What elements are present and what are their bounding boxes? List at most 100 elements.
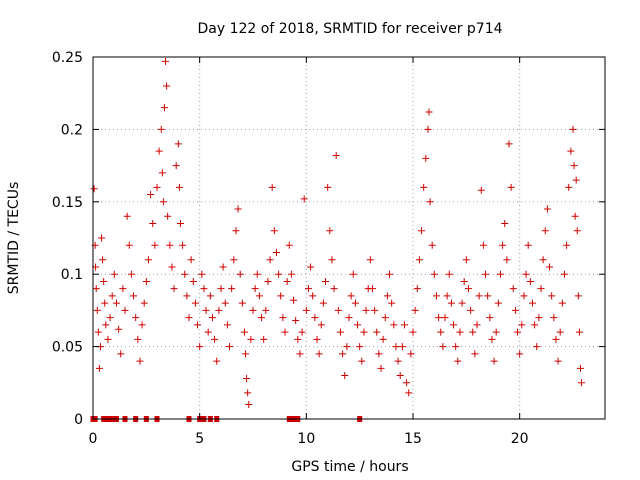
data-point [104,335,112,343]
data-point [560,270,568,278]
data-point [377,364,385,372]
data-point [539,256,547,264]
data-point [168,263,176,271]
data-point [208,314,216,322]
data-point [475,292,483,300]
data-point [435,314,443,322]
data-point [505,140,513,148]
data-point [477,186,485,194]
data-point [228,285,236,293]
data-point [574,292,582,300]
data-point [238,299,246,307]
data-point [381,314,389,322]
data-point [117,350,125,358]
data-point [162,57,170,65]
data-point [181,270,189,278]
data-point [255,292,263,300]
data-point [160,104,168,112]
data-point [334,306,342,314]
y-tick-label: 0.15 [52,195,83,211]
data-point [558,299,566,307]
data-point [400,321,408,329]
data-point [292,317,300,325]
data-point [445,270,453,278]
data-point [204,328,212,336]
data-point [262,306,270,314]
data-point [345,314,353,322]
chart-title: Day 122 of 2018, SRMTID for receiver p71… [197,21,502,37]
data-point [356,343,364,351]
data-point [447,299,455,307]
data-point [95,364,103,372]
data-point [548,292,556,300]
data-point [242,350,250,358]
axis-ticks: 0 0.05 0.1 0.15 0.2 0.25 0 5 10 15 20 [52,50,605,447]
data-point [300,195,308,203]
data-point [240,328,248,336]
x-tick-label: 5 [195,431,204,447]
data-point [375,350,383,358]
data-point [172,162,180,170]
data-point [90,185,98,193]
data-point [223,321,231,329]
x-tick-label: 0 [89,431,98,447]
data-point [360,328,368,336]
data-point [454,357,462,365]
data-point [275,270,283,278]
x-tick-label: 20 [511,431,529,447]
data-point [503,256,511,264]
data-points [90,57,586,409]
data-point [390,321,398,329]
data-point [462,256,470,264]
data-point [176,220,184,228]
data-point [294,335,302,343]
data-point [531,321,539,329]
data-point [243,374,251,382]
data-point [119,285,127,293]
data-point [315,350,323,358]
data-point [92,285,100,293]
data-point [202,306,210,314]
data-point [554,357,562,365]
data-point [215,306,223,314]
data-point [232,227,240,235]
data-point [541,227,549,235]
data-point [373,328,381,336]
y-axis-title: SRMTID / TECUs [6,182,22,295]
data-point [366,256,374,264]
data-point [354,321,362,329]
data-point [543,205,551,213]
data-point [486,314,494,322]
data-point [407,350,415,358]
data-point [439,343,447,351]
data-point [121,306,129,314]
data-point [155,147,163,155]
data-point [328,256,336,264]
data-point [236,270,244,278]
data-point [322,277,330,285]
data-point [153,183,161,191]
data-point [198,270,206,278]
data-point [260,335,268,343]
data-point [473,321,481,329]
data-point [450,321,458,329]
data-point [324,183,332,191]
data-point [550,314,558,322]
y-tick-label: 0 [74,412,83,428]
data-point [296,350,304,358]
data-point [290,296,298,304]
data-point [200,285,208,293]
data-point [528,299,536,307]
data-point [460,277,468,285]
data-point [174,140,182,148]
data-point [311,314,319,322]
data-point [302,306,310,314]
data-point [499,241,507,249]
data-point [546,263,554,271]
data-point [490,357,498,365]
data-point [425,108,433,116]
data-point [253,270,261,278]
data-point [330,285,338,293]
data-point [494,299,502,307]
